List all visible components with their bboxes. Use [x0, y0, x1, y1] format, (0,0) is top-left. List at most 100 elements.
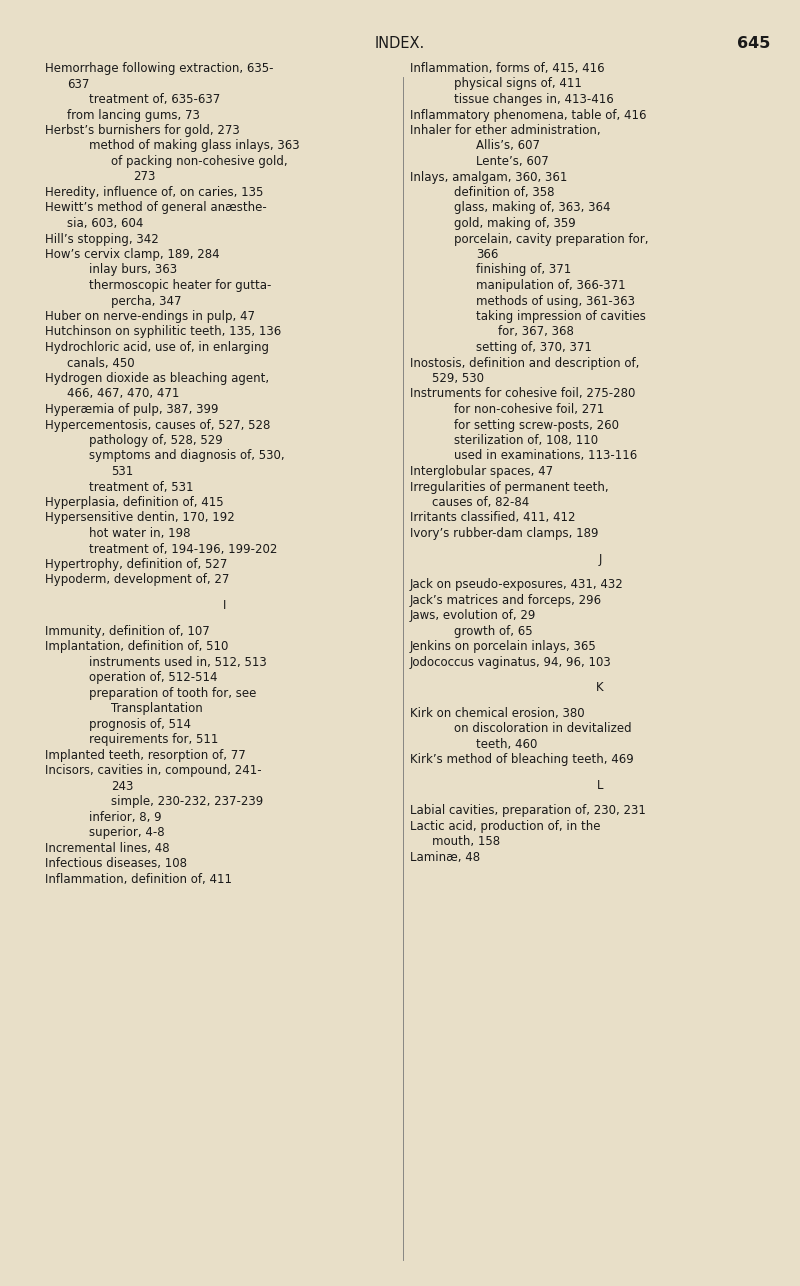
Text: method of making glass inlays, 363: method of making glass inlays, 363 — [89, 139, 300, 153]
Text: Infectious diseases, 108: Infectious diseases, 108 — [45, 858, 187, 871]
Text: INDEX.: INDEX. — [375, 36, 425, 51]
Text: Jack’s matrices and forceps, 296: Jack’s matrices and forceps, 296 — [410, 594, 602, 607]
Text: 466, 467, 470, 471: 466, 467, 470, 471 — [67, 387, 179, 400]
Text: Inflammation, definition of, 411: Inflammation, definition of, 411 — [45, 873, 232, 886]
Text: Implanted teeth, resorption of, 77: Implanted teeth, resorption of, 77 — [45, 748, 246, 761]
Text: treatment of, 531: treatment of, 531 — [89, 481, 194, 494]
Text: physical signs of, 411: physical signs of, 411 — [454, 77, 582, 90]
Text: Hypercementosis, causes of, 527, 528: Hypercementosis, causes of, 527, 528 — [45, 418, 270, 432]
Text: Incremental lines, 48: Incremental lines, 48 — [45, 841, 170, 855]
Text: 531: 531 — [111, 466, 134, 478]
Text: Hydrochloric acid, use of, in enlarging: Hydrochloric acid, use of, in enlarging — [45, 341, 269, 354]
Text: Hill’s stopping, 342: Hill’s stopping, 342 — [45, 233, 158, 246]
Text: Jenkins on porcelain inlays, 365: Jenkins on porcelain inlays, 365 — [410, 640, 597, 653]
Text: for setting screw-posts, 260: for setting screw-posts, 260 — [454, 418, 619, 432]
Text: Implantation, definition of, 510: Implantation, definition of, 510 — [45, 640, 228, 653]
Text: sia, 603, 604: sia, 603, 604 — [67, 217, 143, 230]
Text: 366: 366 — [476, 248, 498, 261]
Text: Kirk on chemical erosion, 380: Kirk on chemical erosion, 380 — [410, 707, 585, 720]
Text: preparation of tooth for, see: preparation of tooth for, see — [89, 687, 256, 700]
Text: superior, 4-8: superior, 4-8 — [89, 826, 165, 840]
Text: J: J — [598, 553, 602, 566]
Text: methods of using, 361-363: methods of using, 361-363 — [476, 294, 635, 307]
Text: Hyperplasia, definition of, 415: Hyperplasia, definition of, 415 — [45, 496, 224, 509]
Text: 529, 530: 529, 530 — [432, 372, 484, 385]
Text: taking impression of cavities: taking impression of cavities — [476, 310, 646, 323]
Text: thermoscopic heater for gutta-: thermoscopic heater for gutta- — [89, 279, 271, 292]
Text: K: K — [596, 682, 604, 694]
Text: Hutchinson on syphilitic teeth, 135, 136: Hutchinson on syphilitic teeth, 135, 136 — [45, 325, 282, 338]
Text: Allis’s, 607: Allis’s, 607 — [476, 139, 540, 153]
Text: Hypoderm, development of, 27: Hypoderm, development of, 27 — [45, 574, 230, 586]
Text: Transplantation: Transplantation — [111, 702, 202, 715]
Text: definition of, 358: definition of, 358 — [454, 186, 554, 199]
Text: setting of, 370, 371: setting of, 370, 371 — [476, 341, 592, 354]
Text: 645: 645 — [737, 36, 770, 51]
Text: Kirk’s method of bleaching teeth, 469: Kirk’s method of bleaching teeth, 469 — [410, 754, 634, 766]
Text: on discoloration in devitalized: on discoloration in devitalized — [454, 723, 632, 736]
Text: teeth, 460: teeth, 460 — [476, 738, 538, 751]
Text: Inflammation, forms of, 415, 416: Inflammation, forms of, 415, 416 — [410, 62, 605, 75]
Text: mouth, 158: mouth, 158 — [432, 836, 500, 849]
Text: used in examinations, 113-116: used in examinations, 113-116 — [454, 450, 638, 463]
Text: Hewitt’s method of general anæsthe-: Hewitt’s method of general anæsthe- — [45, 202, 266, 215]
Text: of packing non-cohesive gold,: of packing non-cohesive gold, — [111, 156, 288, 168]
Text: Inflammatory phenomena, table of, 416: Inflammatory phenomena, table of, 416 — [410, 108, 646, 121]
Text: prognosis of, 514: prognosis of, 514 — [89, 718, 191, 730]
Text: I: I — [222, 599, 226, 612]
Text: Hypertrophy, definition of, 527: Hypertrophy, definition of, 527 — [45, 558, 227, 571]
Text: pathology of, 528, 529: pathology of, 528, 529 — [89, 433, 222, 448]
Text: gold, making of, 359: gold, making of, 359 — [454, 217, 576, 230]
Text: growth of, 65: growth of, 65 — [454, 625, 533, 638]
Text: treatment of, 635-637: treatment of, 635-637 — [89, 93, 220, 105]
Text: Inhaler for ether administration,: Inhaler for ether administration, — [410, 123, 601, 138]
Text: Instruments for cohesive foil, 275-280: Instruments for cohesive foil, 275-280 — [410, 387, 635, 400]
Text: treatment of, 194-196, 199-202: treatment of, 194-196, 199-202 — [89, 543, 278, 556]
Text: Lactic acid, production of, in the: Lactic acid, production of, in the — [410, 820, 601, 833]
Text: Heredity, influence of, on caries, 135: Heredity, influence of, on caries, 135 — [45, 186, 263, 199]
Text: Laminæ, 48: Laminæ, 48 — [410, 851, 480, 864]
Text: porcelain, cavity preparation for,: porcelain, cavity preparation for, — [454, 233, 649, 246]
Text: instruments used in, 512, 513: instruments used in, 512, 513 — [89, 656, 266, 669]
Text: for non-cohesive foil, 271: for non-cohesive foil, 271 — [454, 403, 604, 415]
Text: hot water in, 198: hot water in, 198 — [89, 527, 190, 540]
Text: Huber on nerve-endings in pulp, 47: Huber on nerve-endings in pulp, 47 — [45, 310, 255, 323]
Text: Hydrogen dioxide as bleaching agent,: Hydrogen dioxide as bleaching agent, — [45, 372, 269, 385]
Text: Lente’s, 607: Lente’s, 607 — [476, 156, 549, 168]
Text: Hyperæmia of pulp, 387, 399: Hyperæmia of pulp, 387, 399 — [45, 403, 218, 415]
Text: 637: 637 — [67, 77, 90, 90]
Text: tissue changes in, 413-416: tissue changes in, 413-416 — [454, 93, 614, 105]
Text: Hypersensitive dentin, 170, 192: Hypersensitive dentin, 170, 192 — [45, 512, 234, 525]
Text: percha, 347: percha, 347 — [111, 294, 182, 307]
Text: from lancing gums, 73: from lancing gums, 73 — [67, 108, 200, 121]
Text: Immunity, definition of, 107: Immunity, definition of, 107 — [45, 625, 210, 638]
Text: Incisors, cavities in, compound, 241-: Incisors, cavities in, compound, 241- — [45, 764, 262, 777]
Text: 243: 243 — [111, 779, 134, 792]
Text: canals, 450: canals, 450 — [67, 356, 134, 369]
Text: Irregularities of permanent teeth,: Irregularities of permanent teeth, — [410, 481, 609, 494]
Text: L: L — [597, 779, 603, 792]
Text: Jack on pseudo-exposures, 431, 432: Jack on pseudo-exposures, 431, 432 — [410, 579, 624, 592]
Text: for, 367, 368: for, 367, 368 — [498, 325, 574, 338]
Text: Jodococcus vaginatus, 94, 96, 103: Jodococcus vaginatus, 94, 96, 103 — [410, 656, 612, 669]
Text: sterilization of, 108, 110: sterilization of, 108, 110 — [454, 433, 598, 448]
Text: Ivory’s rubber-dam clamps, 189: Ivory’s rubber-dam clamps, 189 — [410, 527, 598, 540]
Text: finishing of, 371: finishing of, 371 — [476, 264, 571, 276]
Text: Labial cavities, preparation of, 230, 231: Labial cavities, preparation of, 230, 23… — [410, 805, 646, 818]
Text: glass, making of, 363, 364: glass, making of, 363, 364 — [454, 202, 610, 215]
Text: inlay burs, 363: inlay burs, 363 — [89, 264, 177, 276]
Text: 273: 273 — [133, 171, 155, 184]
Text: simple, 230-232, 237-239: simple, 230-232, 237-239 — [111, 795, 263, 808]
Text: Jaws, evolution of, 29: Jaws, evolution of, 29 — [410, 610, 536, 622]
Text: Irritants classified, 411, 412: Irritants classified, 411, 412 — [410, 512, 575, 525]
Text: Inlays, amalgam, 360, 361: Inlays, amalgam, 360, 361 — [410, 171, 567, 184]
Text: causes of, 82-84: causes of, 82-84 — [432, 496, 530, 509]
Text: Inostosis, definition and description of,: Inostosis, definition and description of… — [410, 356, 639, 369]
Text: How’s cervix clamp, 189, 284: How’s cervix clamp, 189, 284 — [45, 248, 220, 261]
Text: Interglobular spaces, 47: Interglobular spaces, 47 — [410, 466, 553, 478]
Text: Hemorrhage following extraction, 635-: Hemorrhage following extraction, 635- — [45, 62, 274, 75]
Text: symptoms and diagnosis of, 530,: symptoms and diagnosis of, 530, — [89, 450, 285, 463]
Text: manipulation of, 366-371: manipulation of, 366-371 — [476, 279, 626, 292]
Text: operation of, 512-514: operation of, 512-514 — [89, 671, 218, 684]
Text: inferior, 8, 9: inferior, 8, 9 — [89, 810, 162, 823]
